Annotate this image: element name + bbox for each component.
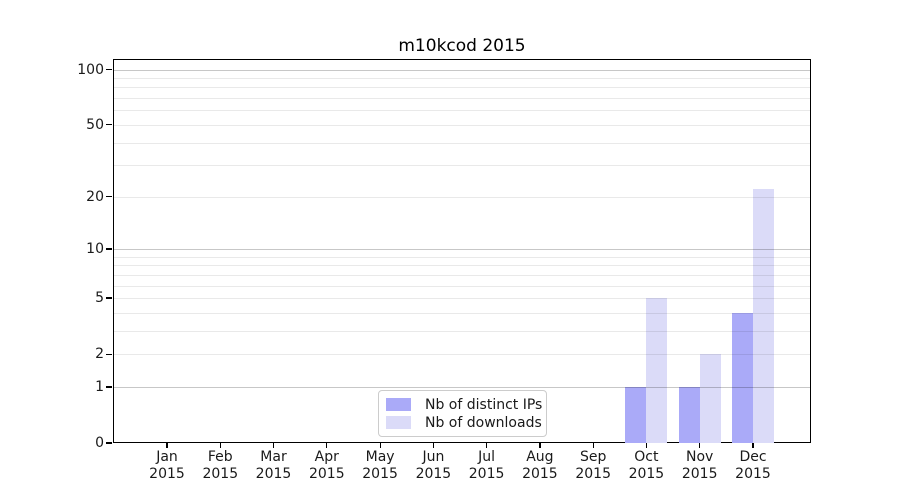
x-tick-year: 2015 xyxy=(308,466,345,482)
y-tick xyxy=(106,386,112,388)
legend-label-distinct-ips: Nb of distinct IPs xyxy=(425,396,543,413)
y-tick-label: 100 xyxy=(77,61,104,78)
x-tick-year: 2015 xyxy=(255,466,292,482)
x-tick-year: 2015 xyxy=(522,466,558,482)
x-tick-month: Apr xyxy=(314,449,339,465)
bar-distinct-ips xyxy=(678,386,700,443)
y-tick xyxy=(106,442,112,444)
bar-downloads xyxy=(646,298,668,443)
gridline-minor xyxy=(113,87,811,89)
y-tick xyxy=(106,124,112,126)
chart-title: m10kcod 2015 xyxy=(398,36,526,56)
gridline-major xyxy=(113,386,811,388)
x-tick-label: May 2015 xyxy=(350,449,410,483)
gridline-minor xyxy=(113,124,811,126)
x-tick xyxy=(326,443,328,448)
x-tick-label: Dec 2015 xyxy=(723,449,783,483)
gridline-minor xyxy=(113,312,811,314)
x-tick-label: Jul 2015 xyxy=(457,449,517,483)
x-tick-year: 2015 xyxy=(628,466,665,482)
y-tick xyxy=(106,248,112,250)
y-tick-label: 2 xyxy=(95,346,104,363)
x-tick-year: 2015 xyxy=(362,466,398,482)
gridline-minor xyxy=(113,77,811,79)
bar-distinct-ips xyxy=(732,312,753,443)
x-tick-year: 2015 xyxy=(202,466,239,482)
gridline-minor xyxy=(113,285,811,287)
x-tick xyxy=(379,443,381,448)
y-tick xyxy=(106,196,112,198)
legend: Nb of distinct IPs Nb of downloads xyxy=(378,390,547,437)
y-tick xyxy=(106,353,112,355)
x-tick-label: Aug 2015 xyxy=(510,449,570,483)
x-tick-year: 2015 xyxy=(575,466,611,482)
gridline-minor xyxy=(113,265,811,267)
x-tick xyxy=(699,443,701,448)
x-tick-label: Jan 2015 xyxy=(137,449,197,483)
gridline-minor xyxy=(113,256,811,258)
x-tick-month: Dec xyxy=(739,449,767,465)
x-tick-label: Feb 2015 xyxy=(190,449,250,483)
x-tick xyxy=(432,443,435,448)
gridline-minor xyxy=(113,196,811,198)
x-tick-month: Oct xyxy=(634,449,659,465)
legend-swatch-downloads xyxy=(386,416,411,429)
legend-label-downloads: Nb of downloads xyxy=(425,414,542,431)
y-tick xyxy=(106,68,112,71)
x-tick-month: Jul xyxy=(478,449,496,465)
x-tick-label: Mar 2015 xyxy=(244,449,304,483)
gridline-minor xyxy=(113,274,811,276)
gridline-minor xyxy=(113,165,811,167)
y-tick-label: 5 xyxy=(95,290,104,306)
x-tick-month: Jun xyxy=(422,449,445,465)
y-tick-label: 1 xyxy=(95,378,104,395)
y-tick-label: 0 xyxy=(95,435,104,451)
x-tick xyxy=(219,443,221,448)
x-tick-label: Oct 2015 xyxy=(616,449,676,483)
x-tick-year: 2015 xyxy=(149,466,185,482)
legend-swatch-distinct-ips xyxy=(386,398,411,411)
x-tick xyxy=(486,443,488,448)
bar-downloads xyxy=(699,354,721,443)
x-tick-year: 2015 xyxy=(415,466,452,482)
gridline-minor xyxy=(113,330,811,332)
x-tick-month: Jan xyxy=(156,449,178,465)
x-tick xyxy=(539,443,541,448)
legend-item-downloads: Nb of downloads xyxy=(386,414,546,431)
x-tick-year: 2015 xyxy=(468,466,505,482)
x-tick-label: Jun 2015 xyxy=(403,449,463,483)
plot-area xyxy=(113,59,811,443)
x-tick xyxy=(166,443,168,448)
gridline-major xyxy=(113,248,811,250)
x-tick xyxy=(645,443,648,448)
x-tick-month: Sep xyxy=(579,449,607,465)
y-tick-label: 50 xyxy=(86,116,104,133)
x-tick-month: May xyxy=(365,449,395,465)
x-tick-label: Sep 2015 xyxy=(563,449,623,483)
gridline-major xyxy=(113,69,811,71)
x-tick xyxy=(272,443,275,448)
gridline-minor xyxy=(113,298,811,299)
gridline-minor xyxy=(113,110,811,112)
gridline-minor xyxy=(113,98,811,99)
x-tick-month: Aug xyxy=(526,449,554,465)
x-tick-month: Nov xyxy=(686,449,714,465)
bar-distinct-ips xyxy=(625,386,647,443)
x-tick-year: 2015 xyxy=(735,466,771,482)
x-tick xyxy=(592,443,594,448)
gridline-minor xyxy=(113,354,811,356)
x-tick-month: Feb xyxy=(207,449,233,465)
y-tick-label: 10 xyxy=(86,240,104,257)
bar-downloads xyxy=(753,189,774,443)
y-tick xyxy=(106,297,112,299)
y-tick-label: 20 xyxy=(86,188,104,205)
x-tick-month: Mar xyxy=(260,449,287,465)
x-tick-label: Apr 2015 xyxy=(297,449,357,483)
legend-item-distinct-ips: Nb of distinct IPs xyxy=(386,396,546,413)
gridline-minor xyxy=(113,142,811,144)
x-tick-year: 2015 xyxy=(681,466,718,482)
x-tick xyxy=(752,443,754,448)
x-tick-label: Nov 2015 xyxy=(670,449,730,483)
